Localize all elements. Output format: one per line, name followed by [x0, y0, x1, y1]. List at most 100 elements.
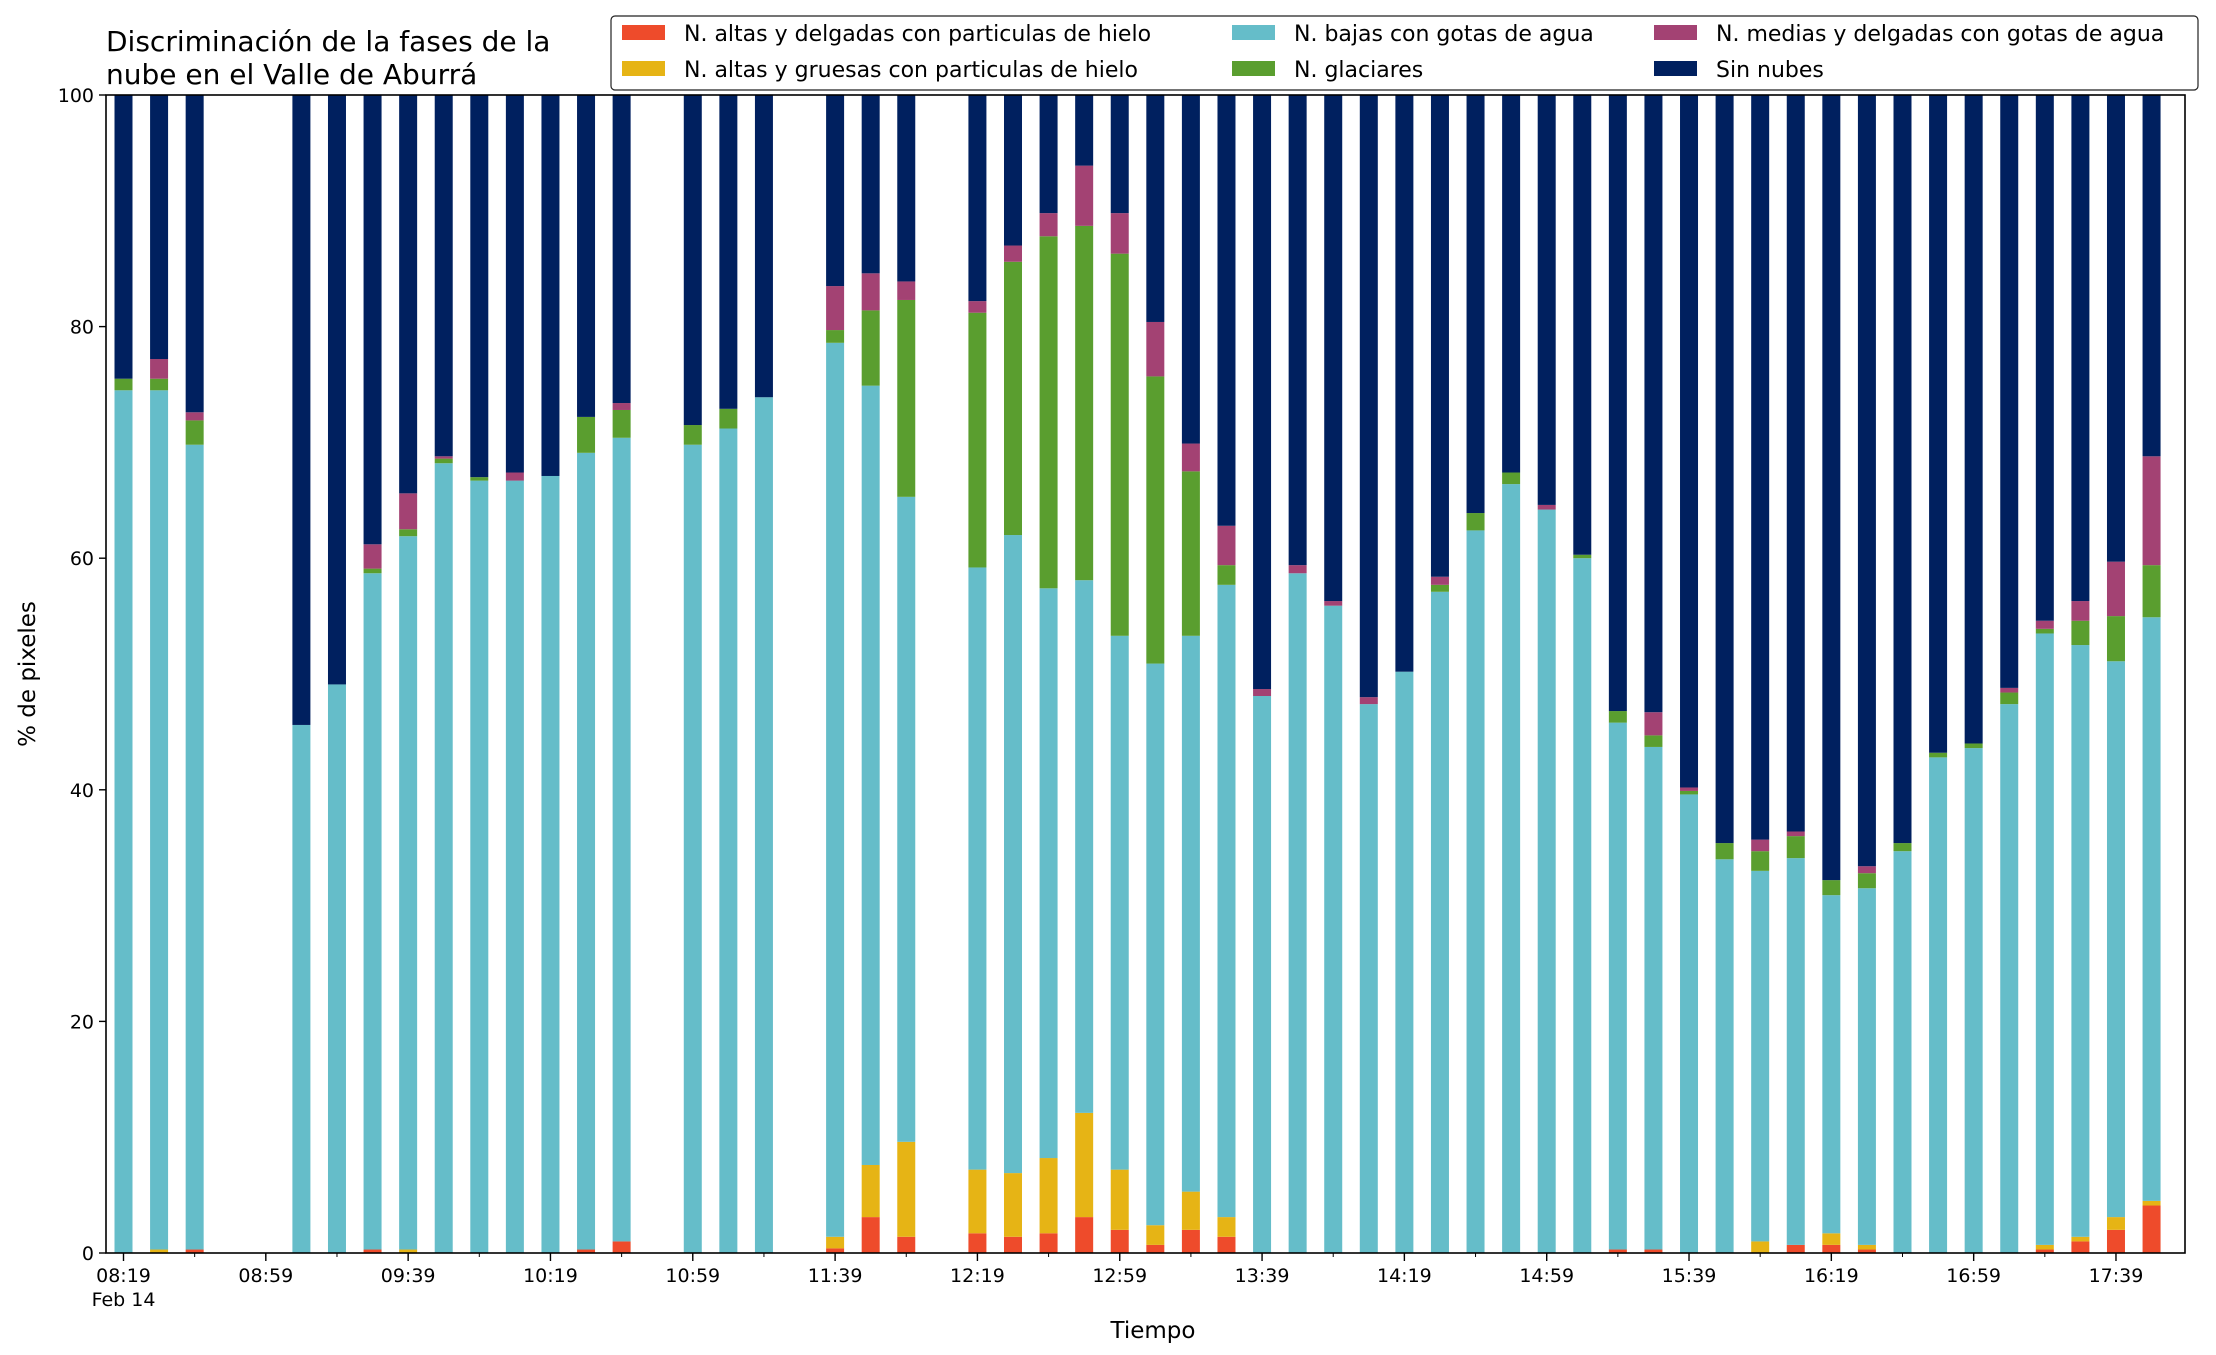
bar-segment — [327, 684, 346, 1253]
bar-segment — [1466, 513, 1485, 531]
bar-segment — [1857, 1244, 1876, 1250]
bar-segment — [1253, 696, 1272, 1253]
bar-stack-43 — [1644, 95, 1663, 1253]
x-tick-sublabel: Feb 14 — [92, 1289, 156, 1311]
bar-segment — [826, 1236, 845, 1249]
bar-segment — [897, 299, 916, 497]
bar-stack-30 — [1181, 95, 1200, 1253]
bar-segment — [577, 452, 596, 1250]
bar-stack-38 — [1466, 95, 1485, 1253]
bar-segment — [150, 378, 169, 391]
bar-segment — [505, 472, 524, 481]
bar-segment — [470, 477, 489, 481]
bar-segment — [754, 397, 773, 1253]
bar-segment — [968, 1233, 987, 1253]
bar-segment — [1893, 851, 1912, 1253]
bar-segment — [897, 1236, 916, 1253]
bar-segment — [2071, 645, 2090, 1237]
bar-segment — [1430, 576, 1449, 585]
bar-segment — [1004, 1236, 1022, 1253]
bar-segment — [1253, 95, 1272, 690]
bar-segment — [1786, 831, 1805, 837]
bar-segment — [1857, 888, 1876, 1245]
bar-segment — [2000, 95, 2019, 688]
bar-segment — [2106, 561, 2125, 617]
bar-segment — [1075, 225, 1094, 581]
bar-segment — [434, 95, 453, 457]
bar-stack-34 — [1324, 95, 1343, 1253]
bar-segment — [2071, 601, 2090, 621]
bar-segment — [2106, 616, 2125, 662]
bar-segment — [577, 1249, 596, 1253]
y-tick-label: 100 — [58, 85, 94, 107]
bar-segment — [399, 493, 418, 530]
bar-segment — [577, 416, 596, 453]
bar-segment — [861, 273, 880, 311]
bar-segment — [719, 408, 738, 429]
bar-segment — [2035, 628, 2054, 634]
bar-segment — [2142, 617, 2161, 1201]
bar-segment — [1680, 787, 1699, 791]
bar-segment — [434, 456, 453, 459]
bar-segment — [1004, 1173, 1022, 1237]
legend-swatch — [1654, 25, 1697, 40]
chart-title-line-1: Discriminación de la fases de la — [106, 25, 550, 58]
bar-segment — [1964, 95, 1983, 744]
bar-segment — [2106, 1217, 2125, 1230]
legend-label: N. altas y gruesas con particulas de hie… — [684, 58, 1138, 83]
bar-segment — [1751, 1241, 1770, 1253]
bar-segment — [612, 437, 631, 1242]
bar-segment — [577, 95, 596, 417]
legend: N. altas y delgadas con particulas de hi… — [610, 15, 2199, 91]
bar-segment — [1181, 443, 1200, 472]
bar-stack-2 — [185, 95, 204, 1253]
bar-stack-35 — [1359, 95, 1378, 1253]
bar-stack-47 — [1786, 95, 1805, 1253]
bar-segment — [1110, 253, 1129, 636]
bar-segment — [861, 1164, 880, 1218]
bar-segment — [2071, 620, 2090, 646]
bar-segment — [2142, 95, 2161, 457]
bar-segment — [399, 529, 418, 537]
bar-segment — [1110, 95, 1129, 214]
bar-segment — [2035, 1249, 2054, 1253]
bar-stack-48 — [1822, 95, 1841, 1253]
bar-segment — [897, 95, 916, 282]
bar-segment — [1075, 165, 1094, 226]
bar-segment — [434, 458, 453, 464]
bar-stack-14 — [612, 95, 631, 1253]
legend-label: N. altas y delgadas con particulas de hi… — [684, 22, 1151, 47]
bar-segment — [1964, 743, 1983, 749]
bar-stack-9 — [434, 95, 453, 1253]
bar-stack-45 — [1715, 95, 1734, 1253]
bar-segment — [968, 301, 987, 313]
x-tick-label: 14:19 — [1377, 1265, 1432, 1287]
bar-segment — [1217, 565, 1236, 585]
legend-item: N. medias y delgadas con gotas de agua — [1654, 22, 2164, 47]
x-tick-label: 13:39 — [1235, 1265, 1290, 1287]
bar-segment — [434, 463, 453, 1253]
bar-segment — [1146, 321, 1165, 377]
bar-segment — [1751, 839, 1770, 852]
bar-segment — [2106, 1229, 2125, 1253]
bar-segment — [1075, 95, 1094, 166]
bar-segment — [1502, 95, 1521, 473]
bar-segment — [1039, 236, 1058, 589]
bar-segment — [1644, 735, 1663, 747]
x-axis-label: Tiempo — [1110, 1318, 1196, 1344]
bar-segment — [1608, 1249, 1627, 1253]
bar-segment — [399, 536, 418, 1250]
bar-segment — [2106, 661, 2125, 1218]
bar-segment — [1857, 1249, 1876, 1253]
bar-segment — [185, 412, 204, 421]
bar-segment — [968, 1169, 987, 1234]
bar-segment — [1110, 1229, 1129, 1253]
bar-stack-54 — [2035, 95, 2054, 1253]
bar-segment — [1146, 376, 1165, 664]
bar-segment — [1039, 213, 1058, 237]
bar-segment — [2106, 95, 2125, 562]
x-tick-label: 12:59 — [1092, 1265, 1147, 1287]
bar-segment — [2142, 1200, 2161, 1206]
bar-stack-11 — [505, 95, 524, 1253]
bar-segment — [1857, 873, 1876, 889]
